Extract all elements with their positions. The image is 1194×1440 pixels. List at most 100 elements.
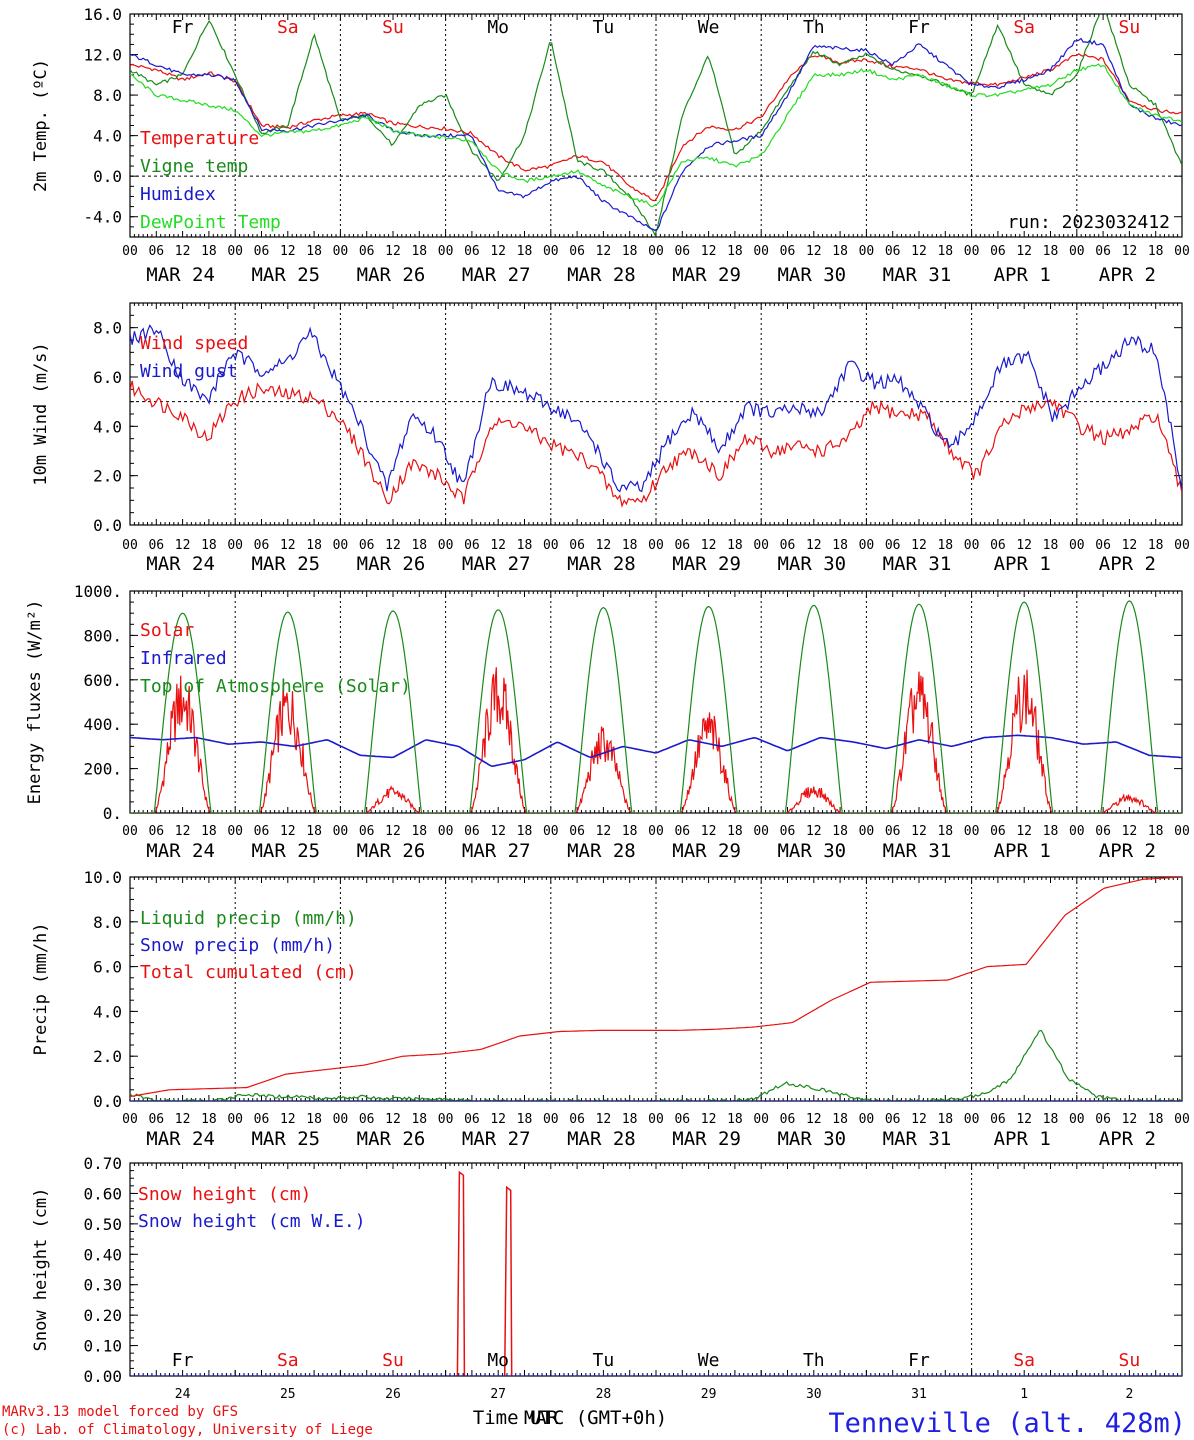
hour-label: 18 — [622, 538, 638, 553]
panel-4: 10.0 8.0 6.0 4.0 2.0 0.0 Precip (mm/h) 00 06 12 18… — [31, 868, 1190, 1150]
y-tick-label: 4.0 — [93, 1002, 122, 1021]
hour-label: 00 — [438, 824, 454, 839]
series-group — [130, 14, 1182, 237]
series-group — [130, 324, 1182, 508]
hour-label: 06 — [990, 1112, 1006, 1127]
series-liquid-precip-mm-h — [130, 1029, 1182, 1101]
hour-label: 00 — [1174, 538, 1190, 553]
hour-label: 06 — [254, 538, 270, 553]
hour-label: 12 — [385, 1112, 401, 1127]
hour-label: 18 — [201, 538, 217, 553]
hour-label: 12 — [806, 244, 822, 259]
hour-label: 18 — [727, 244, 743, 259]
date-label: APR 2 — [1099, 264, 1156, 286]
hour-label: 12 — [490, 824, 506, 839]
series-group — [130, 877, 1182, 1101]
hour-label: 06 — [254, 244, 270, 259]
series-infrared — [130, 734, 1182, 768]
y-axis-label: Energy fluxes (W/m²) — [25, 600, 45, 805]
y-axis-label: 2m Temp. (ºC) — [31, 59, 51, 192]
hour-label: 06 — [1095, 1112, 1111, 1127]
hour-label: 12 — [280, 538, 296, 553]
y-tick-label: 800. — [83, 626, 122, 645]
hour-label: 06 — [990, 244, 1006, 259]
legend-entry: DewPoint Temp — [140, 212, 281, 233]
date-label: MAR 29 — [672, 264, 741, 286]
hour-label: 00 — [753, 824, 769, 839]
y-tick-label: 6.0 — [93, 368, 122, 387]
hour-label: 06 — [885, 824, 901, 839]
date-label: APR 1 — [994, 840, 1051, 862]
hour-label: 00 — [122, 538, 138, 553]
hour-label: 06 — [464, 244, 480, 259]
hour-label: 06 — [674, 1112, 690, 1127]
hour-label: 00 — [543, 1112, 559, 1127]
day-number-label: 27 — [490, 1387, 506, 1402]
weekday-label-top: Th — [803, 17, 825, 38]
date-label: APR 2 — [1099, 1128, 1156, 1150]
day-number-label: 2 — [1125, 1387, 1133, 1402]
hour-label: 00 — [333, 824, 349, 839]
hour-label: 00 — [438, 244, 454, 259]
hour-label: 00 — [122, 1112, 138, 1127]
hour-label: 12 — [280, 824, 296, 839]
hour-label: 00 — [648, 1112, 664, 1127]
hour-label: 06 — [464, 824, 480, 839]
hour-label: 12 — [1016, 244, 1032, 259]
hour-label: 18 — [727, 824, 743, 839]
legend-entry: Solar — [140, 620, 194, 641]
hour-label: 00 — [333, 244, 349, 259]
hour-label: 00 — [648, 244, 664, 259]
hour-label: 00 — [1069, 1112, 1085, 1127]
day-number-label: 31 — [911, 1387, 927, 1402]
hour-label: 12 — [806, 538, 822, 553]
series-total-cumulated-cm — [130, 877, 1182, 1098]
legend-entry: Total cumulated (cm) — [140, 962, 357, 983]
legend-entry: Temperature — [140, 128, 259, 149]
hour-label: 06 — [780, 538, 796, 553]
y-tick-label: 0. — [103, 804, 122, 823]
copyright-credit: (c) Lab. of Climatology, University of L… — [2, 1422, 373, 1438]
hour-label: 12 — [596, 538, 612, 553]
hour-label: 00 — [648, 824, 664, 839]
weekday-label-bottom: We — [698, 1350, 720, 1371]
day-number-label: 26 — [385, 1387, 401, 1402]
weekday-label-top: Su — [1119, 17, 1141, 38]
date-label: MAR 25 — [251, 840, 320, 862]
hour-label: 12 — [175, 1112, 191, 1127]
hour-label: 12 — [490, 538, 506, 553]
hour-label: 00 — [1174, 1112, 1190, 1127]
weekday-label-bottom: Su — [1119, 1350, 1141, 1371]
date-label: MAR 29 — [672, 1128, 741, 1150]
y-tick-label: 0.40 — [83, 1245, 122, 1264]
weekday-label-top: Sa — [1013, 17, 1035, 38]
y-tick-label: 2.0 — [93, 467, 122, 486]
hour-label: 06 — [674, 538, 690, 553]
hour-label: 18 — [306, 824, 322, 839]
hour-label: 12 — [596, 244, 612, 259]
hour-label: 06 — [569, 244, 585, 259]
hour-label: 06 — [885, 1112, 901, 1127]
date-label: MAR 27 — [462, 264, 531, 286]
weekday-label-bottom: Fr — [908, 1350, 930, 1371]
hour-label: 00 — [753, 538, 769, 553]
weekday-label-bottom: Th — [803, 1350, 825, 1371]
hour-label: 00 — [227, 824, 243, 839]
hour-label: 18 — [622, 1112, 638, 1127]
date-label: MAR 25 — [251, 553, 320, 575]
hour-label: 06 — [780, 1112, 796, 1127]
hour-label: 12 — [175, 538, 191, 553]
date-label: MAR 28 — [567, 264, 636, 286]
x-axis-title-overlay: MAR — [524, 1407, 559, 1429]
x-axis-title: Time UTC (GMT+0h) — [473, 1407, 667, 1429]
y-tick-label: 0.60 — [83, 1184, 122, 1203]
date-label: MAR 28 — [567, 553, 636, 575]
date-label: MAR 28 — [567, 840, 636, 862]
hour-label: 06 — [359, 538, 375, 553]
series-humidex — [130, 37, 1182, 232]
weekday-label-top: Sa — [277, 17, 299, 38]
hour-label: 00 — [227, 1112, 243, 1127]
y-tick-label: 0.0 — [93, 1092, 122, 1111]
hour-label: 12 — [701, 824, 717, 839]
